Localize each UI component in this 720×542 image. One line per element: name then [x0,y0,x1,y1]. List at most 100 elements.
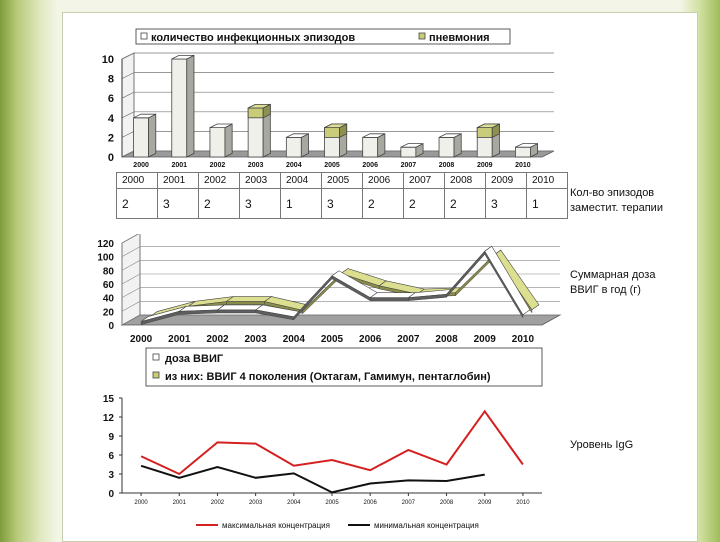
chart1-y-tick: 10 [102,54,114,66]
episodes-bar-top [286,133,309,138]
episodes-bar-top [362,133,386,138]
chart1-y-tick: 8 [108,74,114,86]
table-value-cell: 2 [444,188,486,219]
chart2-y-tick: 40 [103,294,115,305]
chart2-y-tick: 20 [103,307,115,318]
chart2-y-tick: 80 [103,266,115,277]
table-value-cell: 1 [280,188,322,219]
chart3-y-tick: 9 [108,432,114,443]
pneumonia-bar-top [247,104,271,109]
chart1-x-label: 2001 [171,162,187,169]
chart2-grid [120,234,562,326]
episodes-bar-side [186,54,195,158]
pneumonia-bar-top [477,123,500,128]
ivig-dose-ribbon-edge [484,250,524,319]
episodes-bar [400,146,417,158]
chart2-x-label: 2001 [168,334,191,345]
table-value-cell: 2 [362,188,404,219]
chart3-axes [119,397,542,496]
episodes-bar-top [171,54,195,60]
chart3-x-label: 2010 [516,500,530,506]
ivig-dose-ribbon [484,245,531,316]
episodes-bar-side [224,123,233,158]
table-header-cell: 2004 [280,172,322,189]
chart3-y-tick: 12 [103,413,115,424]
chart3-y-tick: 0 [108,489,114,500]
table-header-cell: 2006 [362,172,404,189]
chart1-gridline [121,111,554,119]
table-value-cell: 3 [157,188,199,219]
chart2-x-label: 2009 [474,334,497,345]
max-concentration-line [140,409,524,476]
chart3-x-label: 2004 [287,500,301,506]
chart1-gridline [121,72,554,79]
chart2-gridline [121,273,560,285]
legend-label-pneumonia: пневмония [429,32,490,44]
chart2-gridline [121,301,560,312]
chart2-y-tick: 100 [97,253,114,264]
table-value-cell: 3 [321,188,363,219]
table-value-cell: 2 [403,188,445,219]
ivig-dose-chart: 0 20 40 60 80 100 120 2000 2001 2002 2003 2004 2005… [97,234,562,387]
pneumonia-bar-top [324,123,347,128]
chart2-gridline [121,246,560,257]
chart2-x-label: 2004 [283,334,306,345]
chart1-x-label: 2006 [362,162,378,169]
chart1-legend: количество инфекционных эпизодов пневмон… [135,28,511,45]
episodes-bar-top [133,113,156,119]
replacement-therapy-table: 2000 2001 2002 2003 2004 2005 2006 2007 2008 2009… [116,172,568,219]
legend-swatch-pneumonia [418,32,426,40]
chart3-x-label: 2005 [325,500,339,506]
episodes-bar-top [515,143,538,148]
ivig-dose-ribbon-edge [293,275,333,321]
chart2-side-wall [121,234,141,326]
chart2-floor [120,314,562,326]
chart1-x-label: 2010 [515,162,531,169]
chart2-x-label: 2003 [245,334,268,345]
chart2-gridline [121,260,560,271]
pneumonia-bar [476,127,493,138]
legend-swatch-ivig-4gen [152,371,160,379]
chart1-x-label: 2007 [401,162,417,169]
pneumonia-bar [324,127,340,138]
slide [62,12,698,542]
chart1-x-label: 2002 [210,162,226,169]
table-header-cell: 2008 [444,172,486,189]
table-value-cell: 3 [485,188,527,219]
table-header-cell: 2001 [157,172,199,189]
table-header-cell: 2003 [239,172,281,189]
episodes-bar [362,137,379,158]
label-therapy-episodes: Кол-во эпизодов заместит. терапии [570,187,663,214]
chart1-y-tick: 2 [108,132,114,144]
chart2-ribbons [140,245,540,325]
chart3-x-label: 2002 [211,500,225,506]
chart1-y-tick: 6 [108,93,114,105]
table-header-cell: 2005 [321,172,363,189]
legend-swatch-episodes [140,32,148,40]
label-igg-level: Уровень IgG [570,439,634,451]
legend-swatch-ivig-dose [152,353,160,361]
legend-label-max-concentration: максимальная концентрация [222,521,330,530]
episodes-bar-top [400,143,424,148]
chart3-x-label: 2003 [249,500,263,506]
table-value-cell: 2 [116,188,158,219]
min-concentration-line [140,464,485,494]
ivig-4gen-ribbon [225,296,273,302]
pneumonia-bar [247,107,264,119]
chart3-x-label: 2001 [173,500,187,506]
chart1-x-label: 2003 [248,162,264,169]
chart2-x-labels: 2000 2001 2002 2003 2004 2005 2006 2007 2008 2009… [130,334,535,345]
table-value-cell: 3 [239,188,281,219]
chart3-legend: максимальная концентрация минимальная ко… [196,521,479,530]
chart2-legend: доза ВВИГ из них: ВВИГ 4 поколения (Окта… [145,347,543,387]
chart2-y-ticks: 0 20 40 60 80 100 120 [97,239,114,332]
chart3-lines [140,409,524,494]
episodes-bar [515,146,531,158]
chart3-x-labels: 2000 2001 2002 2003 2004 2005 2006 2007 2008 2009… [134,500,530,506]
chart2-x-label: 2006 [359,334,382,345]
ivig-dose-ribbon-edge [369,297,409,301]
chart1-x-label: 2008 [439,162,455,169]
ivig-dose-ribbon [369,292,417,298]
episodes-bar-top [438,133,462,138]
